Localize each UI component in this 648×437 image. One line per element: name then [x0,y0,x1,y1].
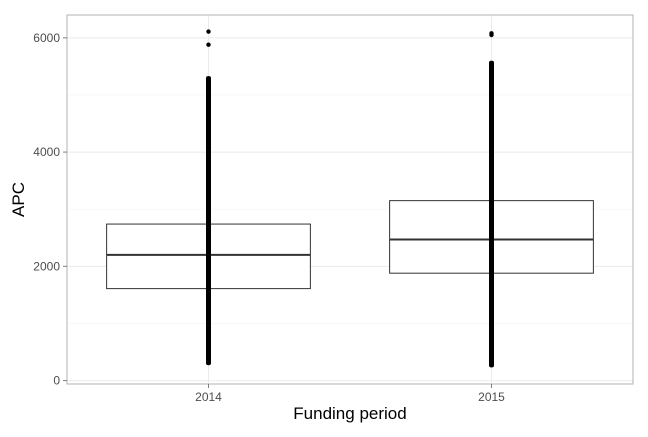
y-tick-label: 2000 [33,259,60,273]
panel-border [66,14,634,385]
x-tick-label: 2015 [478,390,505,404]
y-tick-label: 6000 [33,31,60,45]
outlier-point [206,42,211,47]
y-axis-title: APC [9,182,28,217]
panel-background [67,15,633,384]
y-tick-label: 4000 [33,145,60,159]
point-strip [489,60,494,368]
outlier-point [489,31,494,36]
point-strip [206,76,211,366]
boxes [106,29,594,368]
x-axis-title: Funding period [293,404,406,423]
grid [67,15,633,384]
y-tick-label: 0 [53,374,60,388]
axes: 0 2000 4000 6000 2014 2015 [33,31,505,404]
x-tick-label: 2014 [195,390,222,404]
outlier-point [206,29,211,34]
